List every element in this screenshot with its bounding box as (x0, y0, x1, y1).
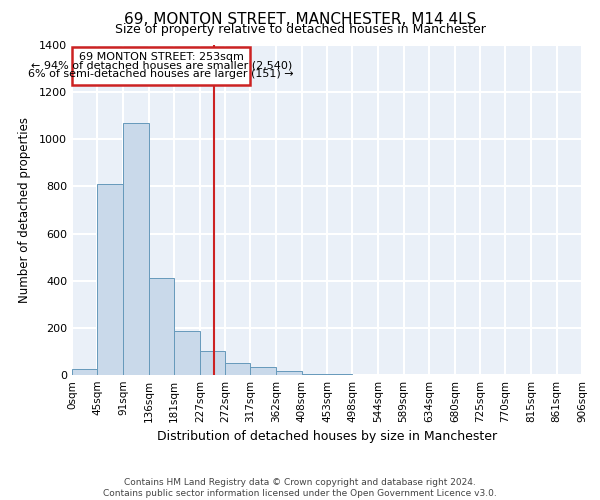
Y-axis label: Number of detached properties: Number of detached properties (17, 117, 31, 303)
Bar (276, 371, 302, 375)
Text: Contains HM Land Registry data © Crown copyright and database right 2024.
Contai: Contains HM Land Registry data © Crown c… (103, 478, 497, 498)
Bar (225, 363, 250, 375)
Text: 69 MONTON STREET: 253sqm: 69 MONTON STREET: 253sqm (79, 52, 244, 62)
Bar (149, 278, 174, 375)
Bar (302, 374, 327, 375)
Bar (123, 123, 149, 375)
Bar (72, 48, 250, 85)
Bar (174, 332, 200, 375)
Bar (327, 374, 352, 375)
Bar (250, 368, 276, 375)
Text: 6% of semi-detached houses are larger (151) →: 6% of semi-detached houses are larger (1… (28, 68, 294, 78)
Bar (97, 184, 123, 375)
X-axis label: Distribution of detached houses by size in Manchester: Distribution of detached houses by size … (157, 430, 497, 444)
Text: 69, MONTON STREET, MANCHESTER, M14 4LS: 69, MONTON STREET, MANCHESTER, M14 4LS (124, 12, 476, 28)
Text: ← 94% of detached houses are smaller (2,540): ← 94% of detached houses are smaller (2,… (31, 60, 292, 70)
Text: Size of property relative to detached houses in Manchester: Size of property relative to detached ho… (115, 22, 485, 36)
Bar (200, 352, 225, 375)
Bar (72, 369, 97, 375)
